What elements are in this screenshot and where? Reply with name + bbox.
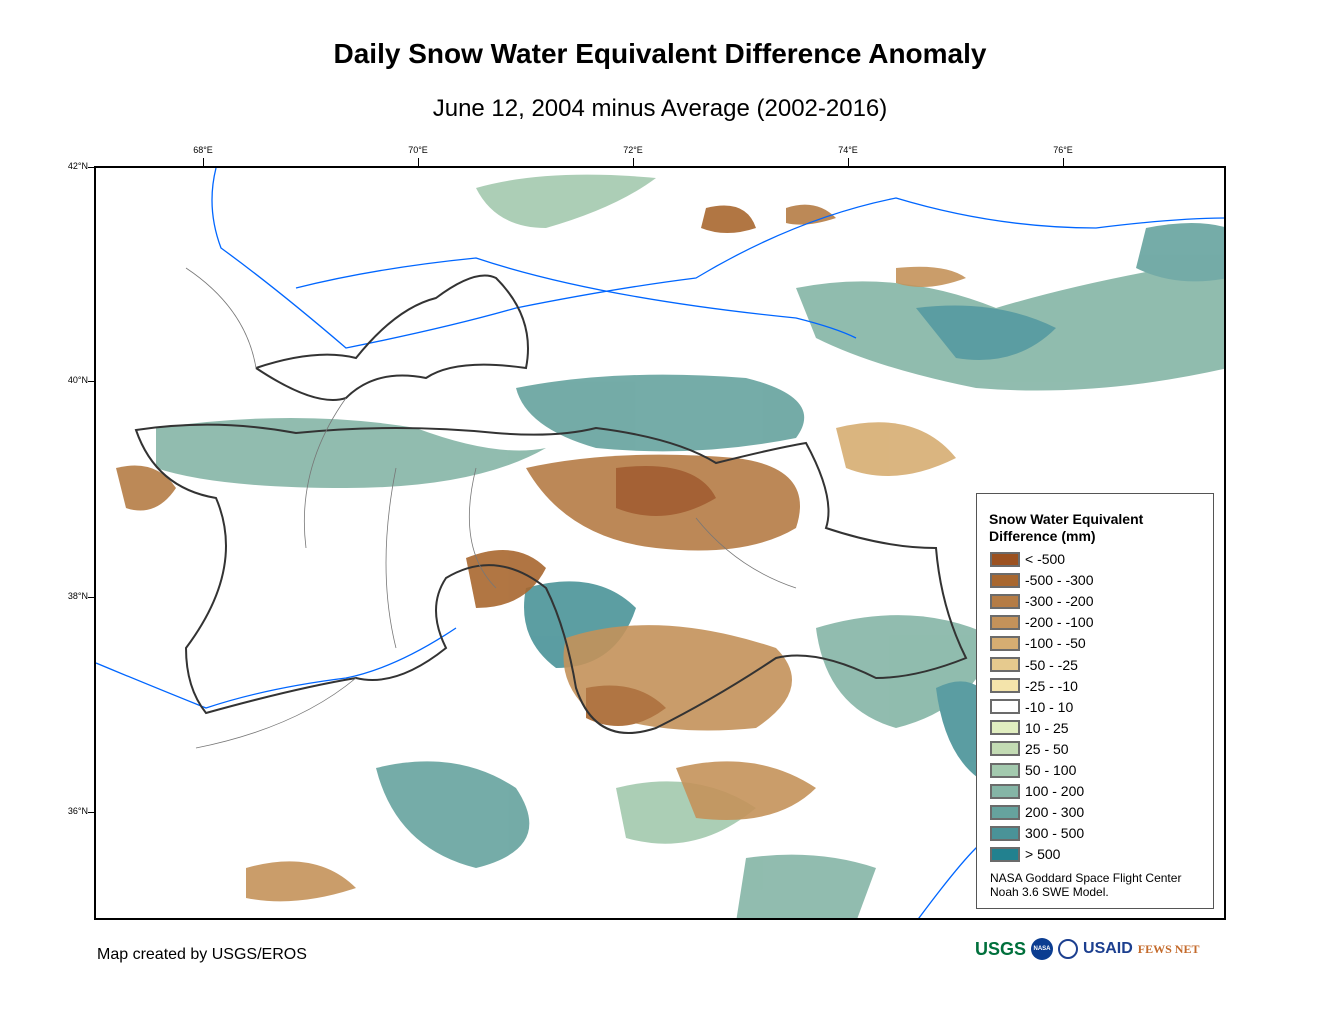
legend-label: -500 - -300 (1025, 572, 1094, 589)
legend: Snow Water Equivalent Difference (mm) < -… (976, 493, 1214, 909)
legend-label: < -500 (1025, 551, 1066, 567)
legend-swatch (990, 699, 1020, 715)
legend-swatch (990, 783, 1020, 799)
map-title: Daily Snow Water Equivalent Difference A… (333, 38, 987, 69)
swe-anomaly-map (96, 168, 1224, 918)
lat-tick-label: 40°N (67, 375, 88, 385)
legend-swatch (990, 657, 1020, 672)
legend-label: > 500 (1025, 846, 1061, 863)
lon-tick-label: 68°E (193, 145, 213, 155)
legend-item: 10 - 25 (990, 719, 1069, 737)
legend-label: 25 - 50 (1025, 740, 1069, 757)
fewsnet-logo: FEWS NET (1137, 941, 1200, 956)
map-subtitle: June 12, 2004 minus Average (2002-2016) (432, 95, 888, 122)
legend-label: -10 - 10 (1025, 698, 1074, 715)
nasa-logo: NASA (1031, 938, 1054, 960)
legend-item: -100 - -50 (990, 634, 1086, 652)
legend-label: -25 - -10 (1025, 677, 1078, 694)
legend-swatch (990, 678, 1020, 694)
legend-item: > 500 (990, 845, 1060, 863)
legend-swatch (990, 741, 1020, 757)
legend-swatch (990, 825, 1020, 841)
lon-tick-label: 72°E (623, 145, 643, 155)
lat-tick-label: 36°N (67, 806, 88, 816)
legend-swatch (990, 551, 1020, 567)
legend-label: 10 - 25 (1025, 719, 1069, 736)
map-credit: Map created by USGS/EROS (97, 946, 307, 963)
legend-label: -300 - -200 (1025, 593, 1094, 610)
legend-swatch (990, 614, 1020, 630)
legend-item: 100 - 200 (990, 782, 1084, 800)
legend-swatch (990, 846, 1020, 862)
legend-label: -200 - -100 (1025, 614, 1094, 631)
legend-item: -300 - -200 (990, 592, 1093, 610)
legend-swatch (990, 635, 1020, 651)
lon-tick-label: 74°E (838, 145, 858, 155)
legend-swatch (990, 593, 1020, 609)
brown-anomaly-zones (116, 204, 1096, 902)
agency-logos: USGS NASA USAID FEWS NET (975, 938, 1199, 960)
legend-item: -10 - 10 (990, 698, 1073, 716)
country-borders (134, 274, 968, 734)
lat-tick-label: 38°N (67, 591, 88, 601)
legend-label: -100 - -50 (1025, 635, 1086, 652)
legend-label: 200 - 300 (1025, 804, 1085, 821)
legend-item: 300 - 500 (990, 824, 1084, 842)
model-credit: NASA Goddard Space Flight Center Noah 3.6… (990, 871, 1182, 899)
lon-tick-label: 70°E (408, 145, 428, 155)
legend-item: -50 - -25 (990, 656, 1078, 674)
usaid-logo: USAID (1083, 940, 1133, 957)
legend-item: 25 - 50 (990, 740, 1069, 758)
legend-title: Snow Water Equivalent Difference (mm) (989, 511, 1144, 544)
legend-label: 300 - 500 (1025, 825, 1085, 842)
legend-swatch (990, 804, 1020, 820)
legend-label: -50 - -25 (1025, 656, 1078, 673)
legend-item: -500 - -300 (990, 571, 1093, 589)
legend-swatch (990, 572, 1020, 588)
legend-swatch (990, 720, 1020, 736)
usgs-logo: USGS (975, 938, 1027, 959)
lat-tick-label: 42°N (67, 161, 88, 171)
legend-item: -25 - -10 (990, 677, 1078, 695)
legend-swatch (990, 762, 1020, 778)
legend-item: 200 - 300 (990, 803, 1084, 821)
legend-item: -200 - -100 (990, 613, 1093, 631)
legend-label: 50 - 100 (1025, 762, 1077, 778)
legend-item: 50 - 100 (990, 761, 1076, 779)
legend-item: < -500 (990, 550, 1065, 568)
admin-boundaries (185, 267, 797, 749)
legend-label: 100 - 200 (1025, 783, 1085, 800)
teal-anomaly-zones (156, 174, 1224, 918)
lon-tick-label: 76°E (1053, 145, 1073, 155)
